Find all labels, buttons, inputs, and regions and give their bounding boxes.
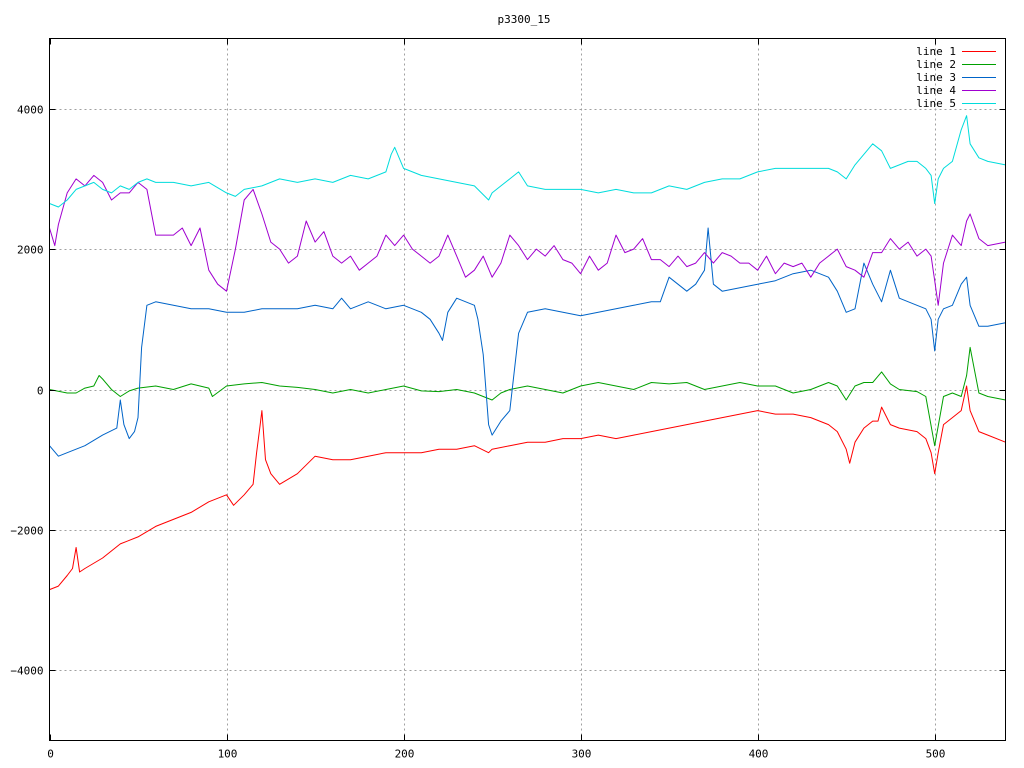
series-line-4 bbox=[49, 174, 1006, 306]
x-tick-label: 200 bbox=[395, 748, 415, 761]
x-tick-label: 0 bbox=[47, 748, 54, 761]
series-line-2 bbox=[49, 346, 1006, 447]
grid-layer bbox=[49, 38, 1006, 741]
legend-label-5: line 5 bbox=[916, 97, 956, 110]
series-line-3 bbox=[49, 227, 1006, 457]
y-tick-label: 2000 bbox=[17, 244, 44, 257]
legend-label-1: line 1 bbox=[916, 45, 956, 58]
legend-label-4: line 4 bbox=[916, 84, 956, 97]
series-line-1 bbox=[49, 385, 1006, 591]
y-tick-label: 4000 bbox=[17, 104, 44, 117]
plot-frame bbox=[49, 38, 1006, 741]
legend-label-3: line 3 bbox=[916, 71, 956, 84]
y-tick-label: −4000 bbox=[10, 665, 43, 678]
x-tick-label: 300 bbox=[572, 748, 592, 761]
chart-title: p3300_15 bbox=[498, 13, 551, 26]
x-tick-label: 400 bbox=[749, 748, 769, 761]
y-tick-label: −2000 bbox=[10, 525, 43, 538]
tick-layer: 0 100 200 300 400 500 −4000 −2000 0 2000 4000 bbox=[10, 38, 1006, 761]
y-tick-label: 0 bbox=[37, 385, 44, 398]
series-line-5 bbox=[49, 115, 1006, 208]
x-tick-label: 100 bbox=[218, 748, 238, 761]
x-tick-label: 500 bbox=[926, 748, 946, 761]
series-layer bbox=[49, 115, 1006, 591]
legend-label-2: line 2 bbox=[916, 58, 956, 71]
